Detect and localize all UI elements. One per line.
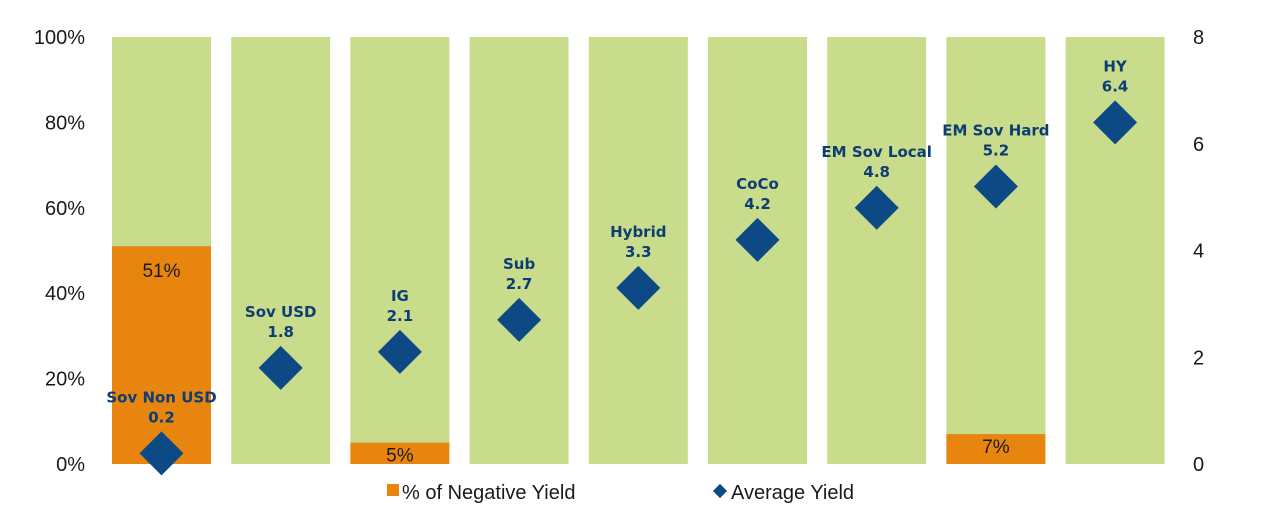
category-label: Sov Non USD [106, 388, 216, 406]
average-yield-value-label: 2.7 [506, 275, 533, 293]
average-yield-value-label: 4.8 [863, 163, 890, 181]
average-yield-marker [616, 265, 661, 310]
average-yield-value-label: 0.2 [148, 408, 175, 426]
left-axis-tick-label: 40% [45, 283, 85, 305]
right-axis-tick-label: 4 [1193, 241, 1204, 263]
average-yield-value-label: 4.2 [744, 195, 771, 213]
legend-swatch-average-yield [712, 483, 728, 499]
background-bars [112, 37, 1165, 464]
negative-yield-value-label: 7% [982, 437, 1010, 458]
average-yield-marker [735, 217, 780, 262]
background-bar [588, 37, 688, 464]
legend-swatch-negative-yield [387, 484, 399, 496]
legend: % of Negative Yield Average Yield [387, 482, 854, 504]
category-label: Sub [503, 255, 535, 273]
category-label: IG [391, 287, 409, 305]
category-label: Hybrid [610, 223, 666, 241]
negative-yield-value-label: 51% [142, 261, 180, 282]
average-yield-value-label: 2.1 [387, 307, 414, 325]
left-axis: 0% 20% 40% 60% 80% 100% [34, 27, 85, 476]
average-yield-value-label: 5.2 [983, 141, 1010, 159]
average-yield-marker [139, 431, 184, 476]
right-axis: 0 2 4 6 8 [1193, 27, 1204, 476]
legend-label-average-yield: Average Yield [731, 482, 854, 504]
negative-yield-bar [350, 442, 450, 464]
category-label: CoCo [736, 175, 779, 193]
left-axis-tick-label: 100% [34, 27, 85, 49]
category-label: HY [1103, 57, 1128, 75]
average-yield-marker [497, 297, 542, 342]
background-bar [231, 37, 331, 464]
category-label: EM Sov Hard [942, 121, 1049, 139]
right-axis-tick-label: 0 [1193, 454, 1204, 476]
category-label: Sov USD [245, 303, 317, 321]
average-yield-value-label: 6.4 [1102, 77, 1129, 95]
average-yield-marker [258, 345, 303, 390]
negative-yield-bar [112, 246, 211, 464]
negative-yield-bars [112, 246, 1046, 464]
left-axis-tick-label: 20% [45, 369, 85, 391]
average-yield-marker [973, 164, 1018, 209]
category-label: EM Sov Local [821, 143, 932, 161]
left-axis-tick-label: 60% [45, 198, 85, 220]
average-yield-marker [1093, 100, 1138, 145]
left-axis-tick-label: 0% [56, 454, 85, 476]
average-yield-marker [377, 329, 422, 374]
average-yield-value-label: 1.8 [267, 323, 294, 341]
data-labels: 51% Sov Non USD 0.2 Sov USD 1.8 5% IG 2.1 Sub 2.7… [106, 57, 1128, 466]
negative-yield-value-label: 5% [386, 446, 414, 467]
background-bar [469, 37, 569, 464]
background-bar [350, 37, 450, 464]
background-bar [946, 37, 1046, 464]
right-axis-tick-label: 6 [1193, 134, 1204, 156]
background-bar [827, 37, 927, 464]
negative-yield-bar [946, 434, 1046, 464]
right-axis-tick-label: 8 [1193, 27, 1204, 49]
left-axis-tick-label: 80% [45, 112, 85, 134]
average-yield-marker [854, 185, 899, 230]
right-axis-tick-label: 2 [1193, 347, 1204, 369]
average-yield-value-label: 3.3 [625, 243, 652, 261]
average-yield-markers [139, 100, 1138, 476]
legend-label-negative-yield: % of Negative Yield [402, 482, 575, 504]
